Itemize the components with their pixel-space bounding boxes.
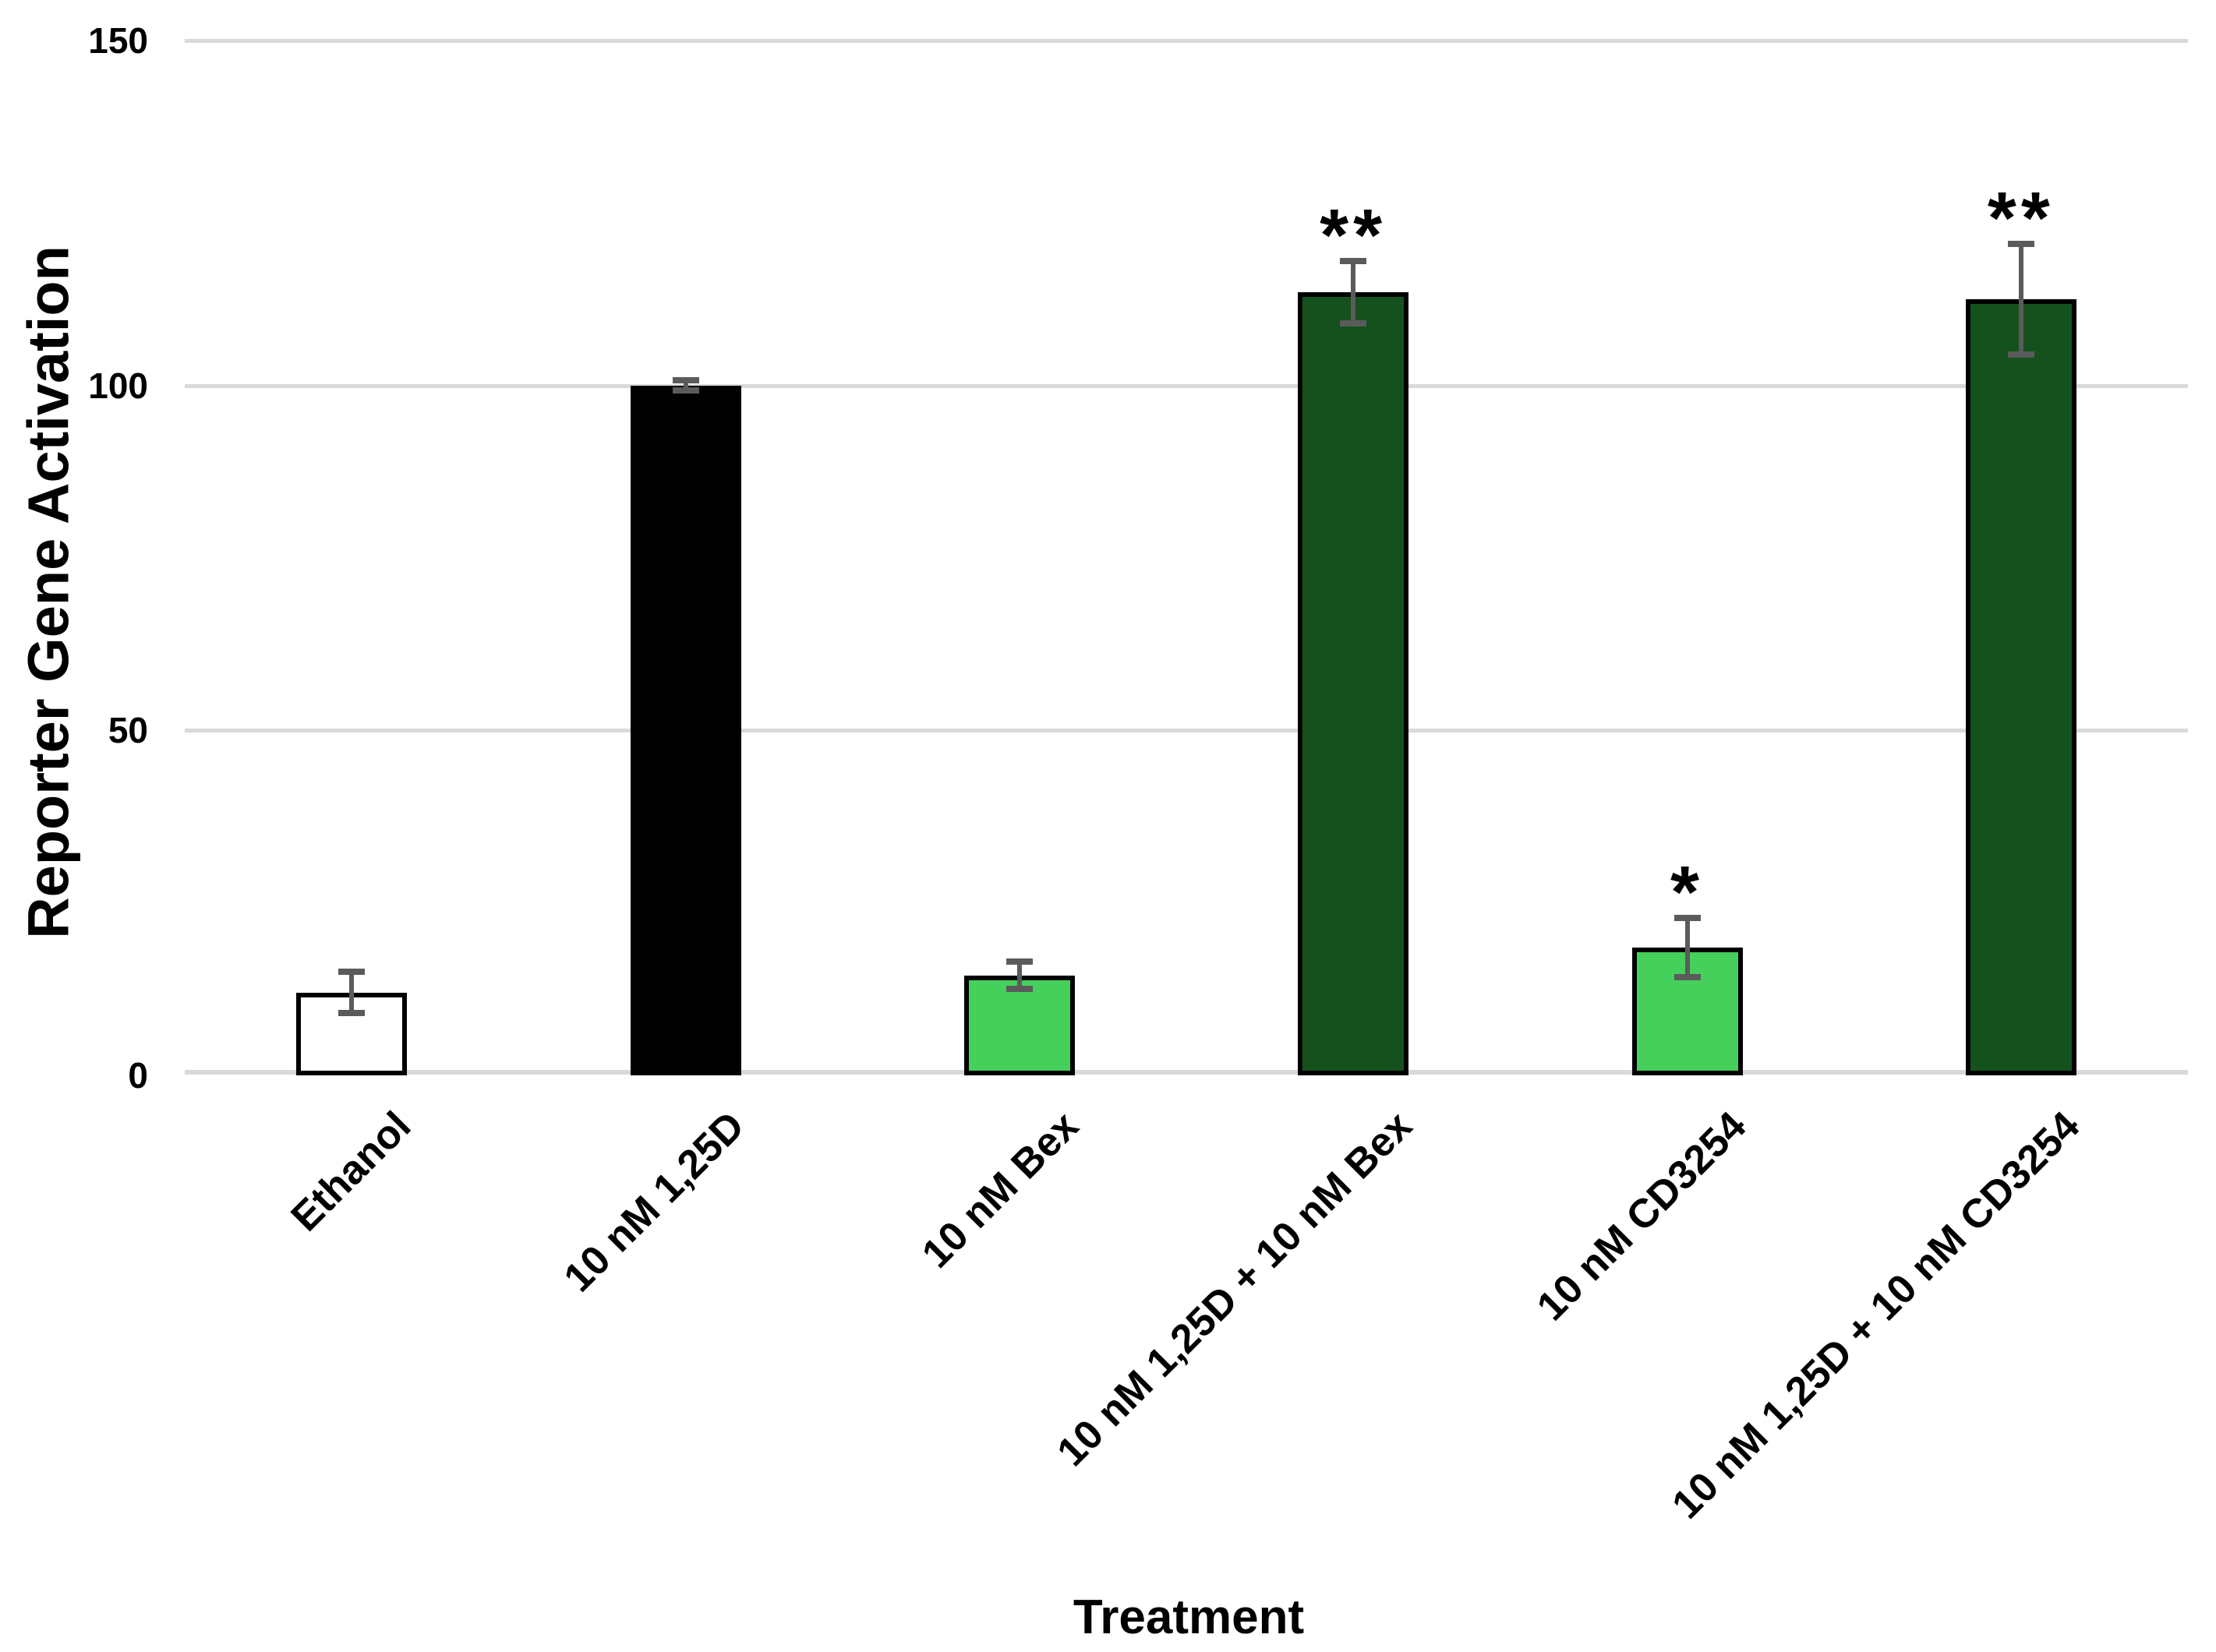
- error-bar-bottom-cap: [1673, 974, 1701, 981]
- y-tick-label: 150: [88, 20, 148, 61]
- bar: [1965, 299, 2076, 1075]
- error-bar-top-cap: [338, 969, 366, 976]
- error-bar-top-cap: [672, 377, 699, 384]
- significance-marker: **: [1320, 194, 1387, 277]
- error-bar-top-cap: [1006, 958, 1033, 965]
- gridline: [185, 39, 2188, 43]
- error-bar-bottom-cap: [2007, 351, 2034, 358]
- error-bar-top-cap: [1673, 915, 1701, 922]
- gridline: [185, 1070, 2188, 1075]
- error-bar: [1016, 961, 1022, 990]
- gridline: [185, 383, 2188, 388]
- category-label: 10 nM 1,25D + 10 nM Bex: [1048, 1103, 1421, 1476]
- error-bar: [1351, 261, 1356, 323]
- plot-area: ** * **: [185, 39, 2188, 1075]
- error-bar: [1684, 918, 1690, 978]
- y-tick-label: 50: [108, 710, 148, 751]
- error-bar-bottom-cap: [1340, 319, 1367, 327]
- significance-marker: *: [1670, 851, 1704, 934]
- error-bar: [683, 380, 688, 390]
- y-tick-label: 100: [88, 365, 148, 406]
- error-bar-top-cap: [2007, 241, 2034, 248]
- error-bar: [349, 972, 355, 1014]
- error-bar-bottom-cap: [338, 1010, 366, 1017]
- significance-marker: **: [1987, 177, 2055, 260]
- category-label: 10 nM 1,25D + 10 nM CD3254: [1663, 1103, 2089, 1528]
- category-label: 10 nM CD3254: [1528, 1103, 1755, 1330]
- y-tick-label: 0: [128, 1055, 148, 1096]
- x-axis-title: Treatment: [1073, 1590, 1305, 1644]
- bar: [1298, 292, 1409, 1075]
- error-bar: [2018, 244, 2023, 355]
- error-bar-top-cap: [1340, 258, 1367, 265]
- gridline: [185, 729, 2188, 733]
- bar: [630, 385, 741, 1075]
- error-bar-bottom-cap: [672, 387, 699, 394]
- category-label: Ethanol: [282, 1103, 419, 1241]
- category-label: 10 nM 1,25D: [555, 1103, 754, 1301]
- error-bar-bottom-cap: [1006, 986, 1033, 993]
- category-label: 10 nM Bex: [913, 1103, 1087, 1277]
- y-axis-title: Reporter Gene Activation: [16, 245, 81, 939]
